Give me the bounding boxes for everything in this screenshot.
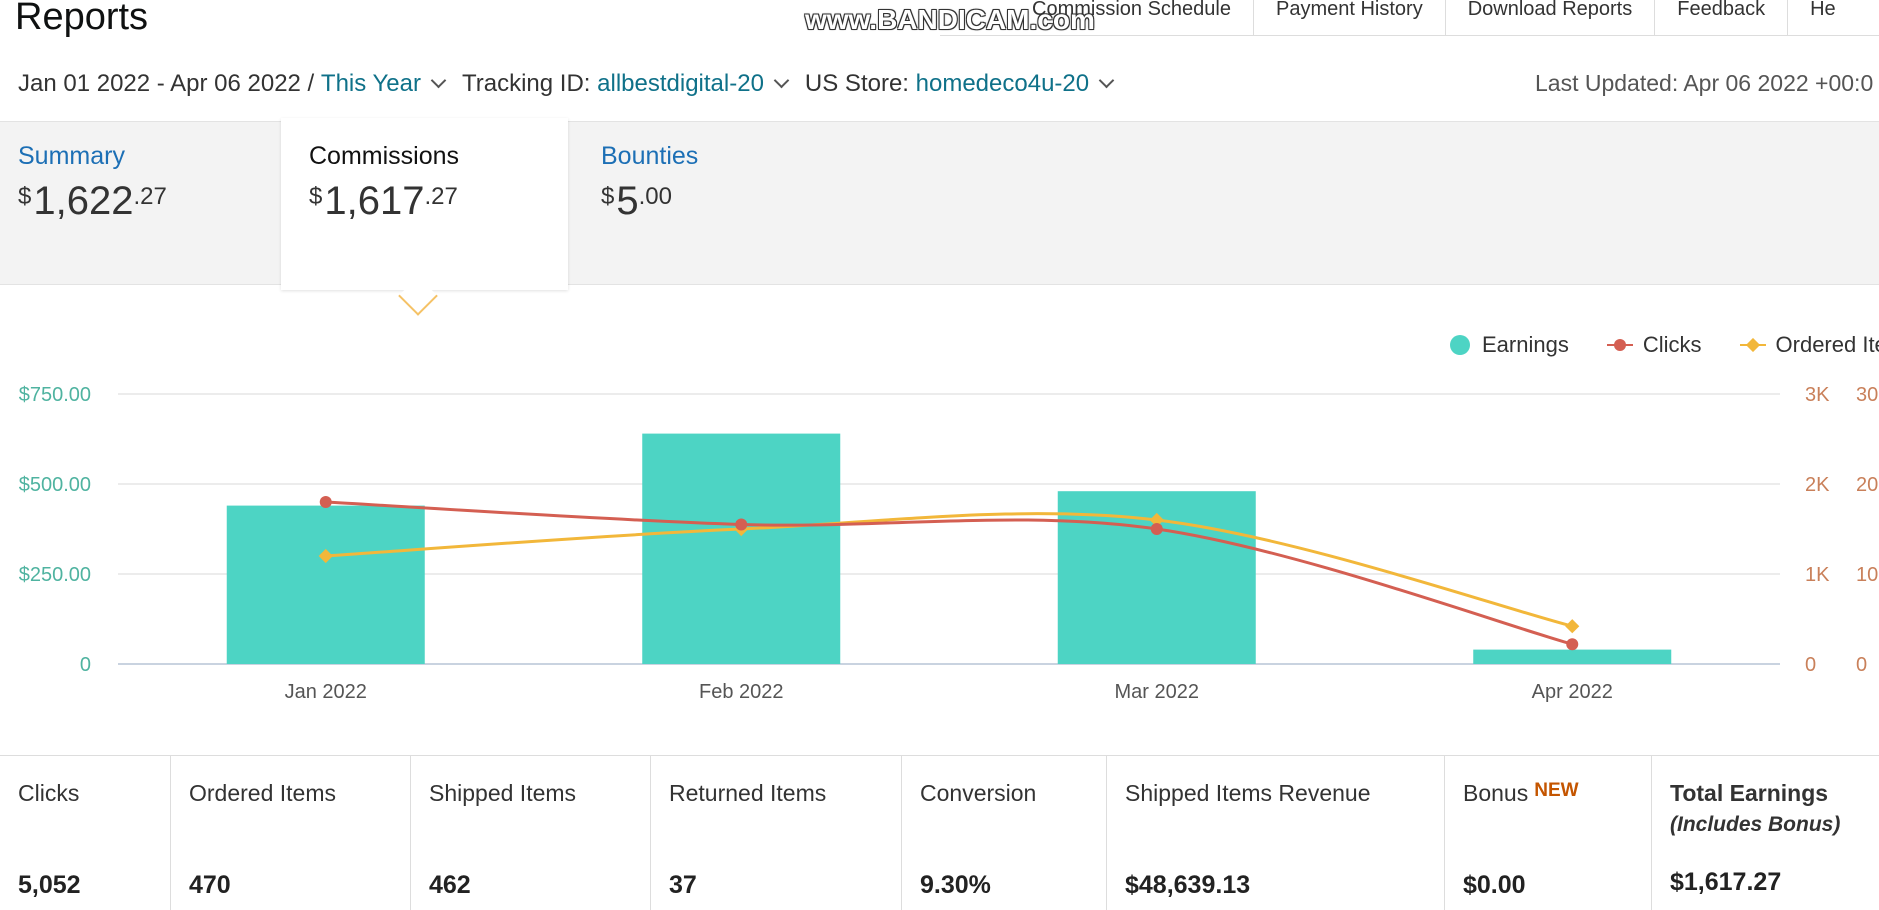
clicks-point	[735, 518, 748, 531]
metric-label: Bonus NEW	[1463, 780, 1579, 806]
top-nav: Commission Schedule Payment History Down…	[1010, 0, 1858, 36]
right-axis-2-tick: 10	[1856, 564, 1878, 586]
tile-commissions-label: Commissions	[309, 142, 460, 170]
legend-ordered-label: Ordered Item	[1775, 332, 1879, 357]
metric-value: 470	[189, 871, 231, 899]
x-axis-tick: Mar 2022	[1115, 681, 1200, 703]
active-tile-commissions[interactable]	[281, 118, 568, 290]
metric-shipped-items: Shipped Items 462	[411, 756, 651, 910]
metric-label: Shipped Items	[429, 780, 577, 806]
ordered-items-point	[1149, 512, 1164, 528]
left-axis-tick: 0	[80, 654, 91, 676]
clicks-point	[319, 496, 332, 508]
metric-label: Conversion	[920, 780, 1037, 806]
right-axis-2-tick: 30	[1856, 384, 1878, 406]
tile-bounties[interactable]: Bounties $5.00	[601, 142, 698, 224]
legend-ordered-marker	[1739, 338, 1766, 352]
metric-label: Shipped Items Revenue	[1125, 780, 1371, 806]
metric-value: 462	[429, 871, 471, 899]
page-title: Reports	[15, 0, 149, 38]
chevron-down-icon[interactable]	[430, 72, 447, 88]
nav-feedback[interactable]: Feedback	[1655, 0, 1789, 36]
right-axis-2-tick: 0	[1856, 654, 1867, 676]
chevron-down-icon[interactable]	[1098, 72, 1115, 88]
tile-summary-label[interactable]: Summary	[18, 142, 125, 170]
metric-value: 9.30%	[920, 871, 991, 899]
nav-payment-history[interactable]: Payment History	[1254, 0, 1446, 36]
tile-bounties-value: $5.00	[601, 179, 672, 223]
earnings-bar	[642, 433, 841, 664]
metric-label: Total Earnings	[1670, 780, 1829, 806]
filter-bar: Jan 01 2022 - Apr 06 2022 / This Year Tr…	[18, 70, 1130, 98]
chart-legend: Earnings Clicks Ordered Item	[1450, 332, 1879, 358]
legend-earnings[interactable]: Earnings	[1450, 332, 1569, 358]
x-axis-tick: Feb 2022	[699, 681, 784, 703]
tile-summary[interactable]: Summary $1,622.27	[18, 142, 167, 224]
metrics-row: Clicks 5,052 Ordered Items 470 Shipped I…	[0, 755, 1879, 910]
tile-commissions-value: $1,617.27	[309, 179, 458, 223]
legend-clicks[interactable]: Clicks	[1606, 332, 1702, 358]
clicks-point	[1566, 638, 1579, 651]
store-dropdown[interactable]: homedeco4u-20	[915, 70, 1090, 97]
legend-ordered-items[interactable]: Ordered Item	[1739, 332, 1879, 358]
metric-sublabel: (Includes Bonus)	[1670, 813, 1841, 836]
nav-download-reports[interactable]: Download Reports	[1446, 0, 1656, 36]
legend-clicks-label: Clicks	[1642, 332, 1702, 357]
ordered-items-line	[325, 512, 1573, 628]
metric-ordered-items: Ordered Items 470	[171, 756, 411, 910]
left-axis-tick: $250.00	[19, 564, 91, 586]
nav-help[interactable]: He	[1810, 0, 1836, 20]
metric-value: $1,617.27	[1670, 868, 1782, 896]
legend-earnings-marker	[1450, 335, 1470, 355]
metric-value: $0.00	[1463, 871, 1526, 899]
metric-total-earnings: Total Earnings (Includes Bonus) $1,617.2…	[1652, 756, 1879, 910]
new-badge: NEW	[1534, 780, 1579, 801]
period-dropdown[interactable]: This Year	[320, 70, 421, 97]
clicks-point	[1150, 523, 1163, 535]
metric-value: 5,052	[18, 871, 81, 899]
right-axis-tick: 2K	[1805, 474, 1830, 496]
left-axis-tick: $500.00	[19, 474, 91, 496]
last-updated: Last Updated: Apr 06 2022 +00:0	[1535, 70, 1874, 96]
nav-commission-schedule[interactable]: Commission Schedule	[1010, 0, 1254, 36]
date-range: Jan 01 2022 - Apr 06 2022 /	[18, 70, 315, 97]
left-axis-tick: $750.00	[19, 384, 91, 406]
tracking-label: Tracking ID:	[461, 70, 591, 97]
ordered-items-point	[1565, 619, 1580, 634]
clicks-line	[325, 500, 1573, 646]
tile-bounties-label[interactable]: Bounties	[601, 142, 699, 170]
tracking-id-dropdown[interactable]: allbestdigital-20	[597, 70, 764, 97]
nav-divider	[940, 35, 1879, 36]
chevron-down-icon[interactable]	[773, 72, 790, 88]
metric-bonus: Bonus NEW $0.00	[1445, 756, 1652, 910]
earnings-chart[interactable]: $750.00 3K 30 $500.00 2K 20 $250.00 1K 10 0 0 0 Jan …	[0, 320, 1879, 720]
metric-value: $48,639.13	[1125, 871, 1251, 899]
right-axis-tick: 3K	[1805, 384, 1830, 406]
metric-label: Clicks	[18, 780, 80, 806]
watermark: www.BANDICAM.com	[805, 4, 1095, 35]
x-axis-tick: Jan 2022	[285, 681, 367, 703]
right-axis-tick: 1K	[1805, 564, 1830, 586]
x-axis-tick: Apr 2022	[1532, 681, 1613, 703]
right-axis-tick: 0	[1805, 654, 1816, 676]
store-label: US Store:	[804, 70, 909, 97]
right-axis-2-tick: 20	[1856, 474, 1878, 496]
metric-clicks: Clicks 5,052	[0, 756, 171, 910]
metric-value: 37	[669, 871, 697, 899]
metric-shipped-revenue: Shipped Items Revenue $48,639.13	[1107, 756, 1445, 910]
metric-conversion: Conversion 9.30%	[902, 756, 1107, 910]
tile-summary-value: $1,622.27	[18, 179, 167, 223]
legend-earnings-label: Earnings	[1482, 332, 1569, 357]
ordered-items-point	[318, 548, 333, 564]
metric-label: Ordered Items	[189, 780, 336, 806]
tile-commissions[interactable]: Commissions $1,617.27	[309, 142, 459, 224]
earnings-bar	[226, 505, 425, 664]
metric-returned-items: Returned Items 37	[651, 756, 902, 910]
legend-clicks-marker	[1606, 339, 1633, 351]
earnings-bar	[1473, 649, 1672, 664]
metric-label: Returned Items	[669, 780, 827, 806]
